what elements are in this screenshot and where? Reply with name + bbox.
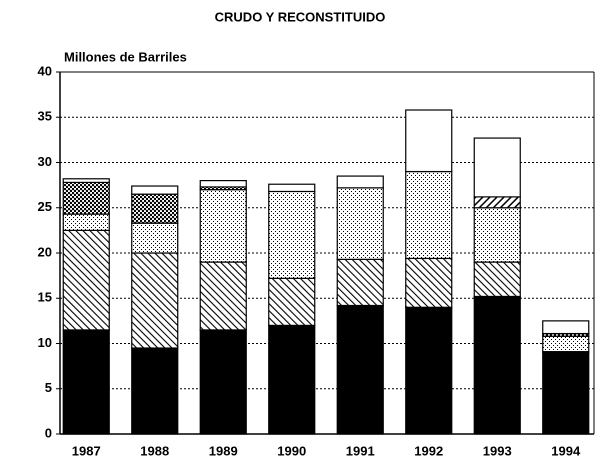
bar-segment xyxy=(131,185,179,195)
y-tick-label: 5 xyxy=(45,380,52,395)
bar-segment xyxy=(131,193,179,224)
bar-segment xyxy=(405,109,453,173)
x-tick-label: 1990 xyxy=(277,443,306,458)
y-tick-label: 30 xyxy=(38,154,52,169)
y-tick-label: 15 xyxy=(38,290,52,305)
bar-segment xyxy=(336,175,384,189)
bar-segment xyxy=(268,190,316,279)
bar-segment xyxy=(131,222,179,254)
bar-segment xyxy=(62,213,110,231)
bar-segment xyxy=(542,335,590,353)
bar-segment xyxy=(336,258,384,307)
bar-segment xyxy=(336,304,384,435)
bar-segment xyxy=(199,329,247,435)
bar-segment xyxy=(473,137,521,198)
y-tick-label: 20 xyxy=(38,244,52,259)
bar-segment xyxy=(268,324,316,435)
bar-segment xyxy=(473,196,521,209)
bar-segment xyxy=(268,277,316,326)
x-tick-label: 1991 xyxy=(346,443,375,458)
x-tick-label: 1992 xyxy=(414,443,443,458)
x-tick-label: 1994 xyxy=(551,443,581,458)
bar-segment xyxy=(199,189,247,263)
bar-segment xyxy=(62,181,110,215)
bar-segment xyxy=(473,295,521,435)
x-tick-label: 1988 xyxy=(140,443,169,458)
y-tick-label: 25 xyxy=(38,199,52,214)
y-tick-label: 0 xyxy=(45,425,52,440)
y-axis-label: Millones de Barriles xyxy=(64,49,187,64)
bar-segment xyxy=(473,261,521,298)
bar-segment xyxy=(405,306,453,435)
bar-segment xyxy=(131,252,179,349)
bar-segment xyxy=(473,207,521,263)
bar-segment xyxy=(62,229,110,331)
x-tick-label: 1993 xyxy=(483,443,512,458)
y-tick-label: 35 xyxy=(38,109,52,124)
bar-segment xyxy=(336,187,384,260)
bar-segment xyxy=(405,257,453,308)
bar-segment xyxy=(542,320,590,335)
bar-segment xyxy=(199,180,247,188)
bar-segment xyxy=(199,261,247,331)
x-tick-label: 1989 xyxy=(209,443,238,458)
chart-title: CRUDO Y RECONSTITUIDO xyxy=(215,9,386,24)
bar-segment xyxy=(542,351,590,435)
y-tick-label: 10 xyxy=(38,335,52,350)
bar-segment xyxy=(405,170,453,260)
x-tick-label: 1987 xyxy=(72,443,101,458)
bar-segment xyxy=(62,178,110,184)
bar-segment xyxy=(268,183,316,193)
bar-segment xyxy=(62,329,110,435)
y-tick-label: 40 xyxy=(38,63,52,78)
bar-segment xyxy=(131,347,179,435)
